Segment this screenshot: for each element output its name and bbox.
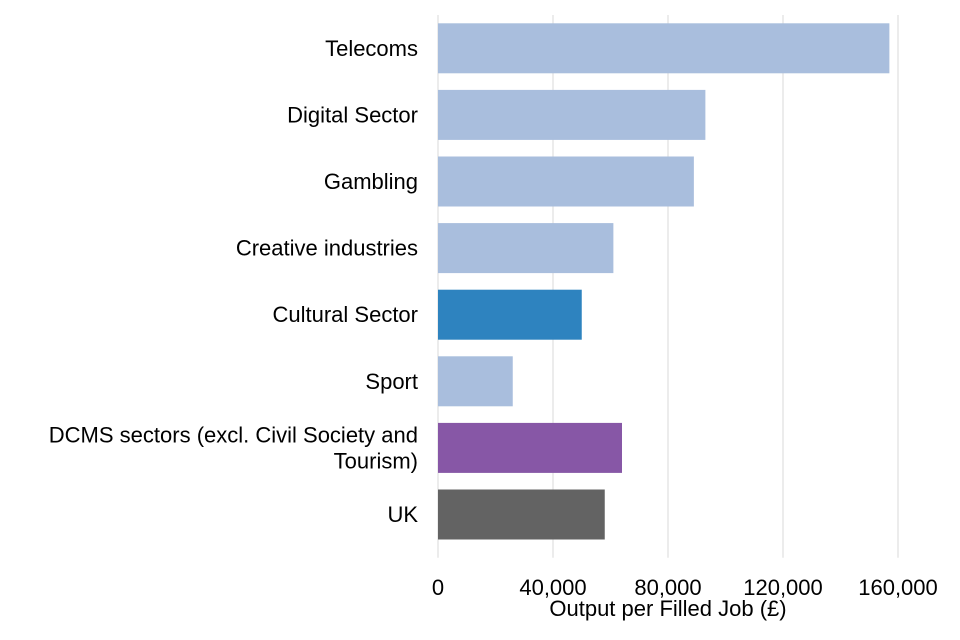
x-tick-label: 120,000 xyxy=(743,575,823,600)
bar xyxy=(438,156,694,207)
x-axis-tick-labels: 0 40,000 80,000 120,000 160,000 xyxy=(432,575,938,600)
category-labels: Telecoms Digital Sector Gambling Creative i… xyxy=(49,36,419,527)
category-label: Digital Sector xyxy=(287,102,418,127)
x-axis-title: Output per Filled Job (£) xyxy=(549,596,786,621)
category-label: Cultural Sector xyxy=(272,302,418,327)
bars xyxy=(438,23,890,540)
category-label: Sport xyxy=(365,369,418,394)
x-tick-label: 0 xyxy=(432,575,444,600)
category-label: Creative industries xyxy=(236,236,418,261)
x-tick-label: 40,000 xyxy=(519,575,586,600)
bar xyxy=(438,23,890,74)
bar xyxy=(438,422,622,473)
x-tick-label: 80,000 xyxy=(634,575,701,600)
category-label: Telecoms xyxy=(325,36,418,61)
bar xyxy=(438,289,582,340)
category-label: Tourism) xyxy=(334,448,418,473)
category-label: UK xyxy=(387,502,418,527)
bar xyxy=(438,489,605,540)
bar xyxy=(438,356,513,407)
bar xyxy=(438,89,706,140)
x-tick-label: 160,000 xyxy=(858,575,938,600)
bar xyxy=(438,223,614,274)
category-label: DCMS sectors (excl. Civil Society and xyxy=(49,422,418,447)
category-label: Gambling xyxy=(324,169,418,194)
